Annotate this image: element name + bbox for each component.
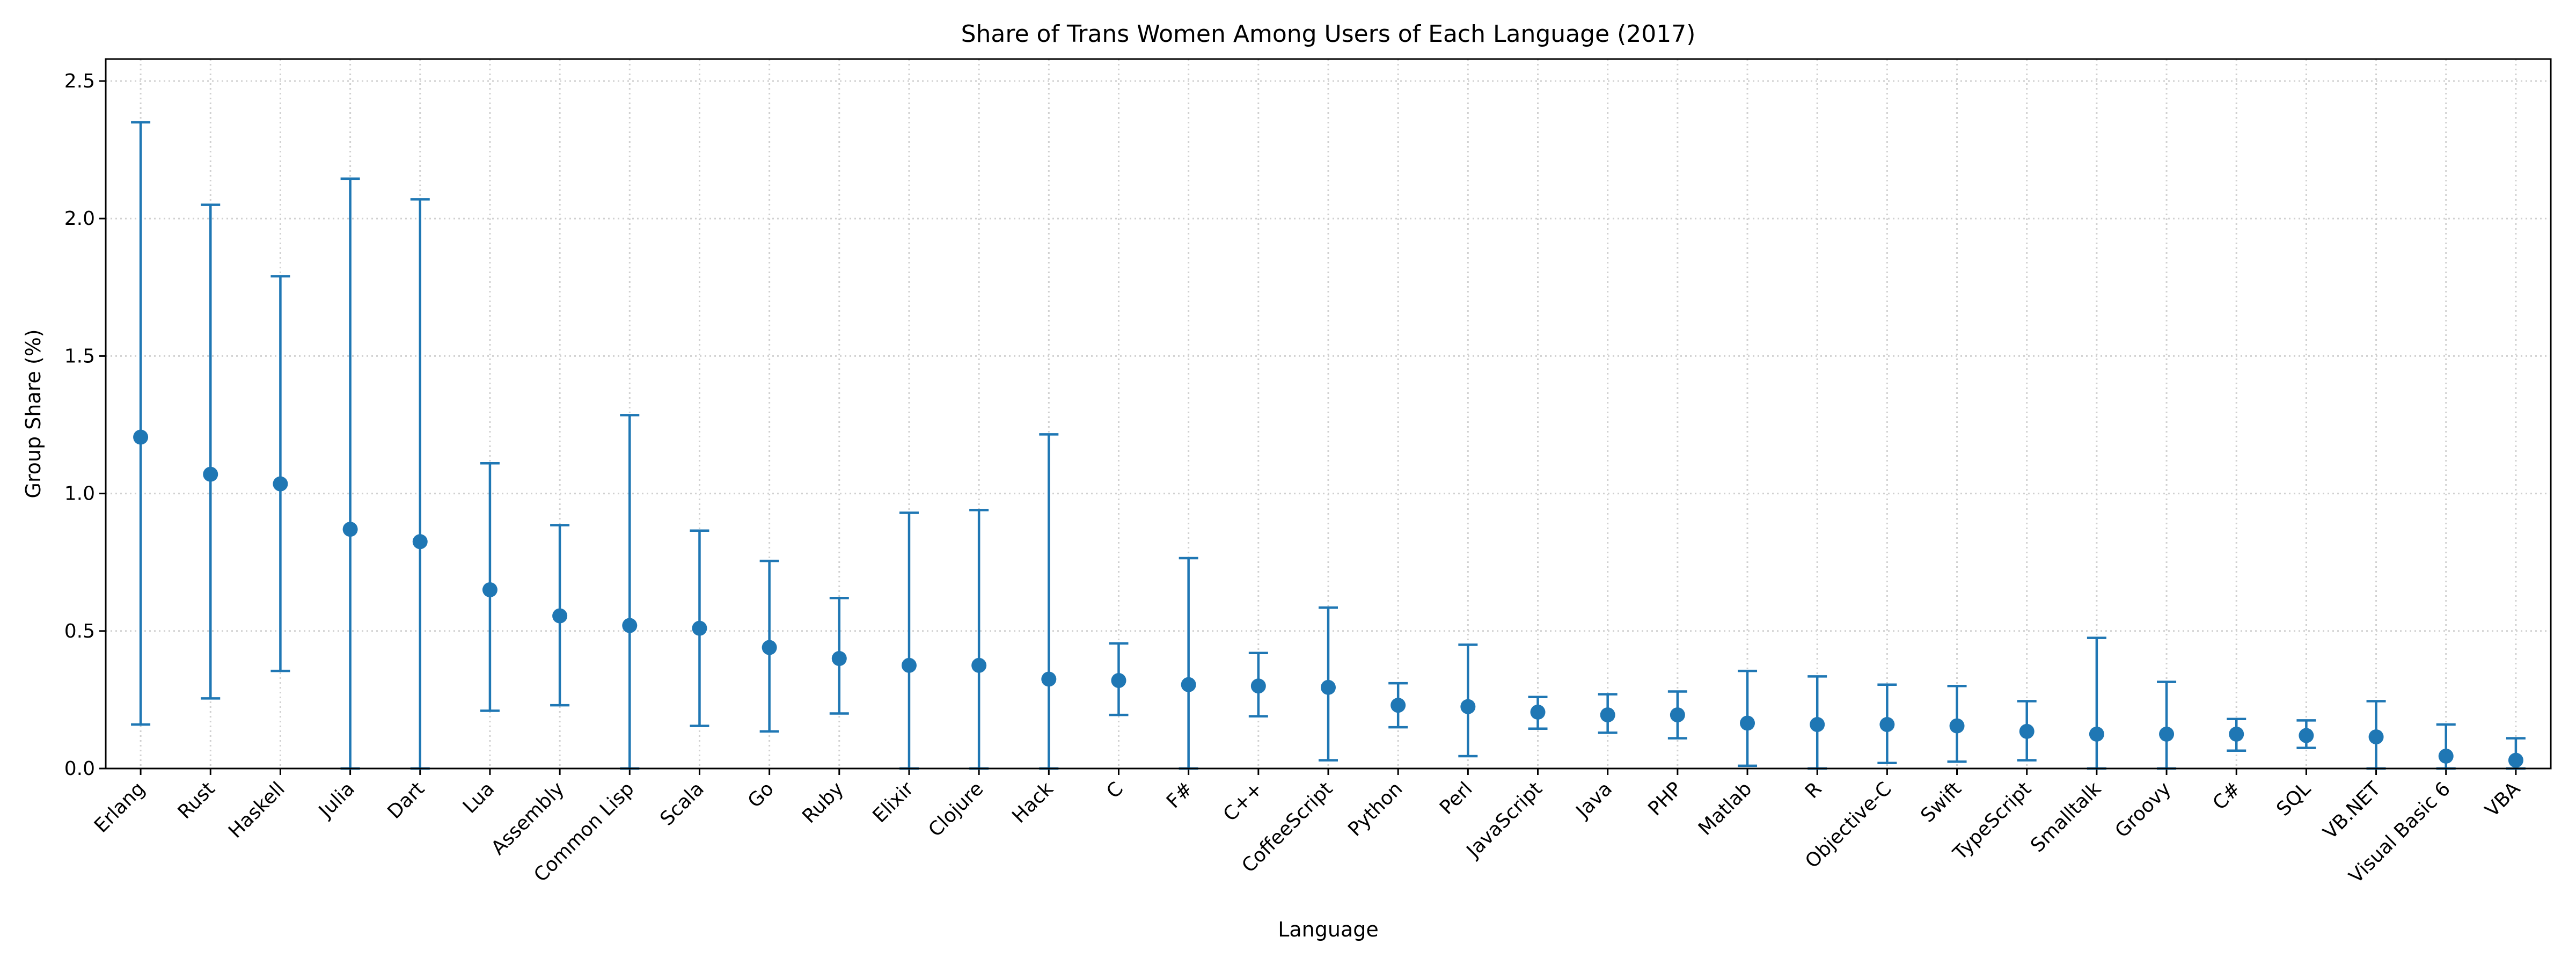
- plot-frame: [105, 58, 2552, 770]
- x-axis-label: Language: [1278, 918, 1379, 941]
- data-point: [1740, 715, 1755, 731]
- y-tick-label: 2.5: [64, 70, 95, 92]
- data-point: [901, 657, 917, 673]
- x-tick-label: C: [1102, 778, 1128, 803]
- x-axis: Erlang Rust Haskell Julia Dart LuaAssemblyCom…: [90, 769, 2525, 888]
- data-point: [2229, 726, 2244, 742]
- y-tick-label: 1.0: [64, 483, 95, 505]
- x-tick-label: Groovy: [2111, 778, 2176, 842]
- x-tick-label: C#: [2208, 778, 2245, 814]
- data-point: [692, 620, 707, 636]
- x-tick-label: Haskell: [224, 778, 289, 843]
- data-point: [762, 640, 777, 655]
- data-point: [2159, 726, 2175, 742]
- x-tick-label: Matlab: [1694, 778, 1756, 839]
- data-point: [2508, 752, 2523, 768]
- x-tick-label: Python: [1344, 778, 1407, 840]
- x-tick-label: PHP: [1644, 778, 1686, 820]
- x-tick-label: VBA: [2481, 778, 2525, 822]
- data-point: [133, 429, 149, 445]
- data-point: [1041, 671, 1057, 687]
- data-point: [1111, 673, 1126, 689]
- x-tick-label: F#: [1162, 778, 1197, 813]
- data-point: [342, 522, 358, 537]
- data-point: [1391, 698, 1406, 713]
- x-tick-label: SQL: [2272, 778, 2315, 820]
- data-point: [1530, 704, 1546, 720]
- data-point: [1670, 707, 1685, 723]
- chart-title: Share of Trans Women Among Users of Each…: [961, 20, 1696, 48]
- data-point: [831, 651, 847, 667]
- data-point: [2089, 726, 2104, 742]
- data-point: [1810, 717, 1825, 733]
- data-point: [1250, 678, 1266, 694]
- x-tick-label: Erlang: [90, 778, 150, 837]
- y-tick-label: 0.5: [64, 620, 95, 642]
- x-tick-label: Ruby: [798, 778, 848, 828]
- x-tick-label: Rust: [174, 778, 219, 823]
- x-tick-label: Swift: [1916, 778, 1966, 827]
- data-point: [1949, 718, 1965, 734]
- data-point: [1879, 717, 1895, 733]
- data-point: [2438, 748, 2454, 764]
- y-axis-label: Group Share (%): [21, 329, 45, 498]
- data-point: [1600, 707, 1615, 723]
- data-point: [2299, 728, 2314, 743]
- y-tick-label: 2.0: [64, 208, 95, 230]
- data-point: [203, 466, 218, 482]
- data-point: [552, 608, 568, 624]
- y-tick-label: 1.5: [64, 345, 95, 367]
- data-point: [971, 657, 987, 673]
- x-tick-label: Go: [744, 778, 778, 812]
- x-tick-label: Smalltalk: [2026, 778, 2105, 857]
- x-tick-label: Hack: [1008, 778, 1058, 828]
- x-tick-label: Julia: [314, 778, 359, 823]
- y-tick-label: 0.0: [64, 758, 95, 780]
- data-point: [273, 476, 288, 492]
- data-point: [1460, 699, 1476, 714]
- x-tick-label: Scala: [656, 778, 708, 830]
- data-point: [2368, 729, 2384, 745]
- data-point: [482, 582, 497, 597]
- x-tick-label: R: [1801, 778, 1826, 803]
- x-tick-label: Clojure: [924, 778, 987, 841]
- data-point: [1181, 677, 1196, 692]
- data-point: [2019, 723, 2035, 739]
- data-point: [622, 618, 638, 633]
- x-tick-label: Dart: [383, 778, 429, 823]
- x-tick-label: JavaScript: [1462, 778, 1547, 862]
- data-point: [1321, 679, 1336, 695]
- x-tick-label: VB.NET: [2319, 778, 2385, 844]
- x-tick-label: Java: [1571, 778, 1616, 823]
- x-tick-label: C++: [1219, 778, 1267, 825]
- x-tick-label: Perl: [1436, 778, 1477, 819]
- y-axis: 0.0 0.5 1.0 1.5 2.0 2.5: [64, 70, 106, 780]
- data-point: [412, 534, 428, 550]
- x-tick-label: Elixir: [869, 778, 918, 827]
- x-tick-label: Lua: [459, 778, 499, 817]
